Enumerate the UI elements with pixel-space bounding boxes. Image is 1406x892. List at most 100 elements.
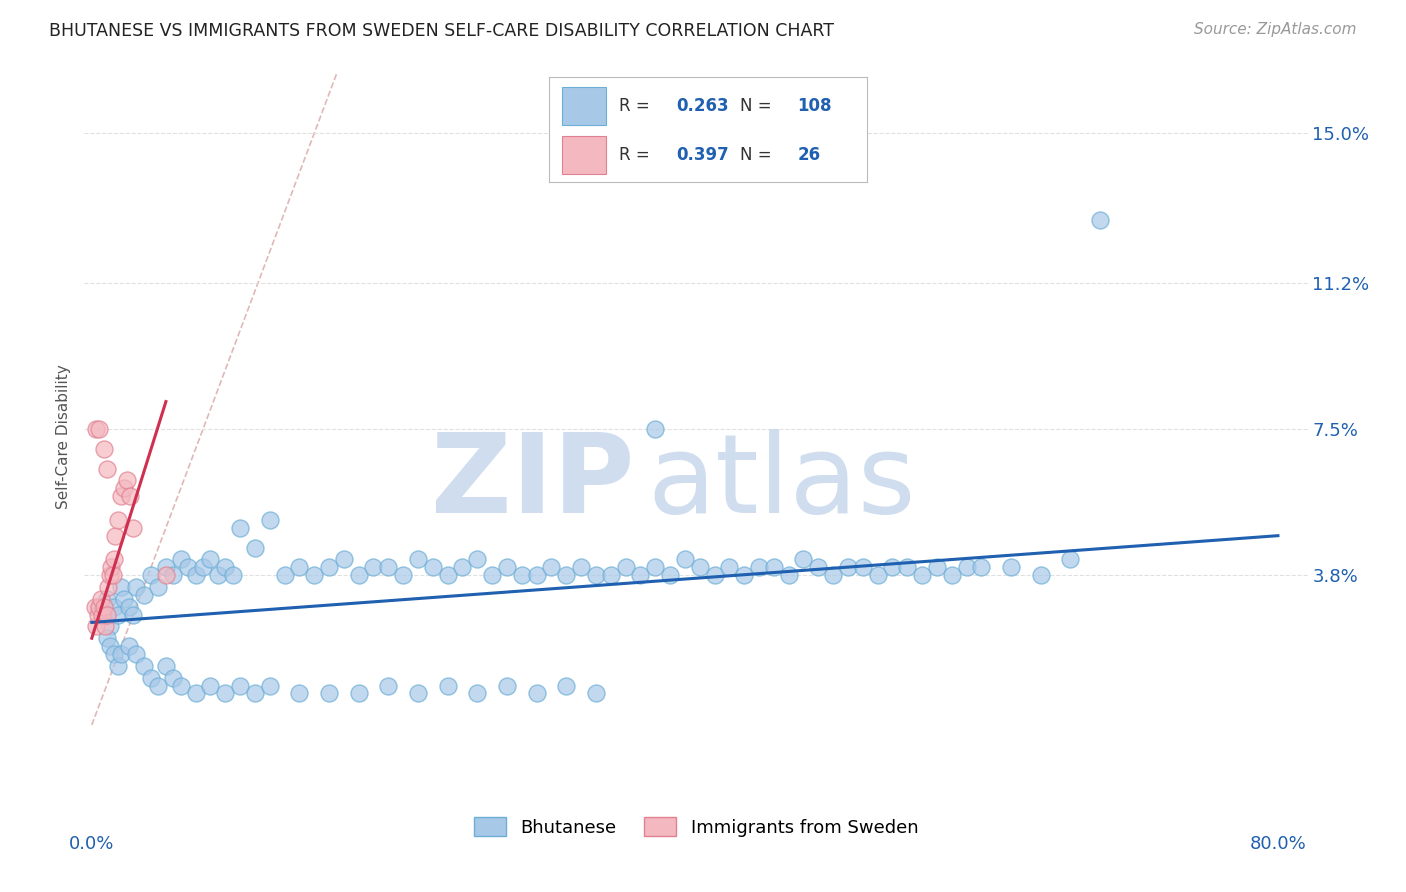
Point bbox=[377, 679, 399, 693]
Point bbox=[110, 489, 132, 503]
Point bbox=[1059, 552, 1081, 566]
Point bbox=[207, 568, 229, 582]
Point bbox=[925, 560, 948, 574]
Point bbox=[214, 686, 236, 700]
Point bbox=[184, 568, 207, 582]
Point bbox=[555, 568, 578, 582]
Point bbox=[96, 461, 118, 475]
Point bbox=[118, 639, 141, 653]
Point bbox=[94, 619, 117, 633]
Point bbox=[93, 599, 115, 614]
Point bbox=[941, 568, 963, 582]
Point bbox=[673, 552, 696, 566]
Text: Source: ZipAtlas.com: Source: ZipAtlas.com bbox=[1194, 22, 1357, 37]
Point bbox=[112, 591, 135, 606]
Point bbox=[89, 599, 111, 614]
Text: 0.0%: 0.0% bbox=[69, 836, 114, 854]
Point bbox=[363, 560, 385, 574]
Point bbox=[96, 607, 118, 622]
Y-axis label: Self-Care Disability: Self-Care Disability bbox=[56, 365, 72, 509]
Point bbox=[333, 552, 356, 566]
Point bbox=[555, 679, 578, 693]
Point bbox=[481, 568, 503, 582]
Point bbox=[98, 568, 121, 582]
Point bbox=[585, 686, 607, 700]
Point bbox=[200, 552, 222, 566]
Point bbox=[177, 560, 200, 574]
Point bbox=[118, 599, 141, 614]
Point bbox=[139, 671, 162, 685]
Point bbox=[110, 580, 132, 594]
Point bbox=[162, 568, 184, 582]
Point bbox=[100, 560, 122, 574]
Point bbox=[406, 552, 429, 566]
Point bbox=[807, 560, 830, 574]
Point bbox=[104, 529, 127, 543]
Point bbox=[1088, 213, 1111, 227]
Point bbox=[526, 568, 548, 582]
Point bbox=[90, 591, 112, 606]
Point bbox=[91, 607, 114, 622]
Text: ZIP: ZIP bbox=[432, 428, 636, 535]
Point bbox=[911, 568, 934, 582]
Point bbox=[882, 560, 904, 574]
Point bbox=[98, 619, 121, 633]
Text: BHUTANESE VS IMMIGRANTS FROM SWEDEN SELF-CARE DISABILITY CORRELATION CHART: BHUTANESE VS IMMIGRANTS FROM SWEDEN SELF… bbox=[49, 22, 834, 40]
Point bbox=[122, 521, 145, 535]
Point bbox=[451, 560, 474, 574]
Point bbox=[93, 607, 115, 622]
Point bbox=[718, 560, 741, 574]
Point bbox=[496, 560, 519, 574]
Point bbox=[84, 422, 107, 436]
Point bbox=[162, 671, 184, 685]
Point bbox=[83, 599, 105, 614]
Point bbox=[465, 552, 488, 566]
Point bbox=[139, 568, 162, 582]
Point bbox=[628, 568, 651, 582]
Point bbox=[955, 560, 977, 574]
Point bbox=[792, 552, 814, 566]
Point bbox=[259, 679, 281, 693]
Point bbox=[97, 580, 120, 594]
Point bbox=[103, 599, 125, 614]
Point bbox=[98, 639, 121, 653]
Point bbox=[84, 619, 107, 633]
Point bbox=[93, 442, 115, 456]
Point bbox=[221, 568, 243, 582]
Point bbox=[733, 568, 755, 582]
Point bbox=[200, 679, 222, 693]
Point bbox=[229, 679, 252, 693]
Point bbox=[526, 686, 548, 700]
Point bbox=[107, 513, 129, 527]
Point bbox=[436, 568, 458, 582]
Point bbox=[347, 568, 370, 582]
Point bbox=[1000, 560, 1022, 574]
Point bbox=[229, 521, 252, 535]
Point bbox=[103, 647, 125, 661]
Point bbox=[1029, 568, 1052, 582]
Legend: Bhutanese, Immigrants from Sweden: Bhutanese, Immigrants from Sweden bbox=[467, 810, 925, 844]
Point bbox=[377, 560, 399, 574]
Point bbox=[107, 607, 129, 622]
Point bbox=[96, 591, 118, 606]
Point bbox=[392, 568, 415, 582]
Point bbox=[585, 568, 607, 582]
Point bbox=[762, 560, 785, 574]
Point bbox=[510, 568, 533, 582]
Text: 80.0%: 80.0% bbox=[1250, 836, 1306, 854]
Point bbox=[406, 686, 429, 700]
Point bbox=[273, 568, 295, 582]
Point bbox=[318, 686, 340, 700]
Point bbox=[689, 560, 711, 574]
Point bbox=[86, 607, 108, 622]
Point bbox=[184, 686, 207, 700]
Point bbox=[243, 541, 266, 555]
Point bbox=[347, 686, 370, 700]
Point bbox=[155, 560, 177, 574]
Point bbox=[107, 658, 129, 673]
Point bbox=[148, 679, 170, 693]
Point bbox=[191, 560, 214, 574]
Point bbox=[120, 489, 142, 503]
Point bbox=[644, 560, 666, 574]
Point bbox=[703, 568, 725, 582]
